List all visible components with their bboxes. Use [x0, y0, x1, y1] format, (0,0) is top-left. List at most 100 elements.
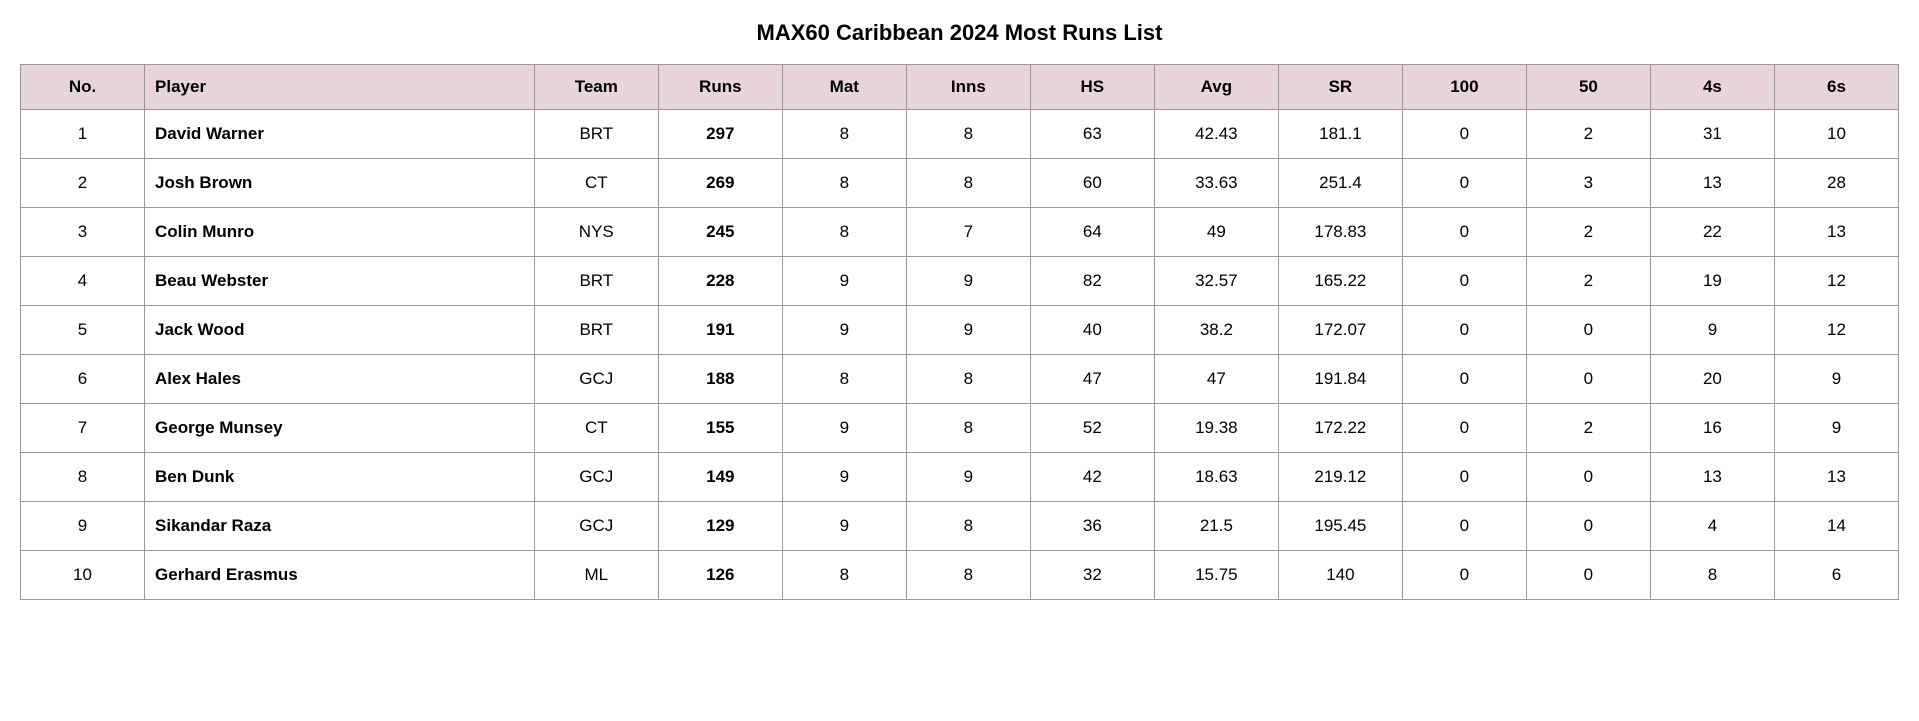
cell-sr: 195.45: [1278, 502, 1402, 551]
cell-c50: 0: [1526, 502, 1650, 551]
cell-inns: 9: [906, 453, 1030, 502]
header-mat: Mat: [782, 65, 906, 110]
cell-c50: 0: [1526, 551, 1650, 600]
cell-c100: 0: [1402, 110, 1526, 159]
header-inns: Inns: [906, 65, 1030, 110]
table-row: 9Sikandar RazaGCJ129983621.5195.4500414: [21, 502, 1899, 551]
cell-c100: 0: [1402, 159, 1526, 208]
header-player: Player: [145, 65, 535, 110]
cell-sr: 172.22: [1278, 404, 1402, 453]
cell-hs: 52: [1030, 404, 1154, 453]
header-4s: 4s: [1650, 65, 1774, 110]
table-row: 7George MunseyCT155985219.38172.2202169: [21, 404, 1899, 453]
cell-c50: 2: [1526, 208, 1650, 257]
cell-no: 5: [21, 306, 145, 355]
cell-player: Beau Webster: [145, 257, 535, 306]
cell-player: George Munsey: [145, 404, 535, 453]
cell-hs: 40: [1030, 306, 1154, 355]
cell-inns: 8: [906, 355, 1030, 404]
cell-team: GCJ: [534, 453, 658, 502]
cell-player: Jack Wood: [145, 306, 535, 355]
cell-fours: 13: [1650, 453, 1774, 502]
cell-sixes: 10: [1774, 110, 1898, 159]
cell-sixes: 28: [1774, 159, 1898, 208]
cell-c50: 0: [1526, 453, 1650, 502]
cell-sixes: 6: [1774, 551, 1898, 600]
cell-fours: 13: [1650, 159, 1774, 208]
page-container: MAX60 Caribbean 2024 Most Runs List No. …: [20, 20, 1899, 600]
cell-sixes: 9: [1774, 404, 1898, 453]
cell-runs: 188: [658, 355, 782, 404]
cell-player: Josh Brown: [145, 159, 535, 208]
cell-c100: 0: [1402, 551, 1526, 600]
header-100: 100: [1402, 65, 1526, 110]
cell-sr: 140: [1278, 551, 1402, 600]
cell-team: CT: [534, 404, 658, 453]
cell-mat: 9: [782, 502, 906, 551]
cell-team: NYS: [534, 208, 658, 257]
cell-sixes: 12: [1774, 257, 1898, 306]
cell-runs: 149: [658, 453, 782, 502]
cell-avg: 15.75: [1154, 551, 1278, 600]
cell-hs: 82: [1030, 257, 1154, 306]
cell-sixes: 13: [1774, 453, 1898, 502]
cell-team: GCJ: [534, 355, 658, 404]
cell-sr: 219.12: [1278, 453, 1402, 502]
cell-inns: 9: [906, 257, 1030, 306]
cell-hs: 42: [1030, 453, 1154, 502]
cell-avg: 21.5: [1154, 502, 1278, 551]
cell-hs: 64: [1030, 208, 1154, 257]
cell-team: CT: [534, 159, 658, 208]
cell-player: Colin Munro: [145, 208, 535, 257]
cell-runs: 269: [658, 159, 782, 208]
cell-fours: 20: [1650, 355, 1774, 404]
cell-mat: 8: [782, 159, 906, 208]
page-title: MAX60 Caribbean 2024 Most Runs List: [20, 20, 1899, 46]
table-header: No. Player Team Runs Mat Inns HS Avg SR …: [21, 65, 1899, 110]
cell-runs: 191: [658, 306, 782, 355]
table-row: 4Beau WebsterBRT228998232.57165.22021912: [21, 257, 1899, 306]
cell-mat: 8: [782, 110, 906, 159]
cell-c50: 0: [1526, 306, 1650, 355]
cell-mat: 8: [782, 208, 906, 257]
cell-runs: 297: [658, 110, 782, 159]
cell-no: 8: [21, 453, 145, 502]
cell-fours: 16: [1650, 404, 1774, 453]
cell-sixes: 13: [1774, 208, 1898, 257]
cell-player: Gerhard Erasmus: [145, 551, 535, 600]
cell-c50: 2: [1526, 404, 1650, 453]
cell-runs: 228: [658, 257, 782, 306]
cell-team: BRT: [534, 257, 658, 306]
cell-sr: 251.4: [1278, 159, 1402, 208]
cell-c50: 0: [1526, 355, 1650, 404]
cell-no: 3: [21, 208, 145, 257]
cell-sr: 165.22: [1278, 257, 1402, 306]
cell-no: 7: [21, 404, 145, 453]
cell-inns: 8: [906, 110, 1030, 159]
cell-c50: 3: [1526, 159, 1650, 208]
cell-no: 10: [21, 551, 145, 600]
cell-sixes: 14: [1774, 502, 1898, 551]
cell-player: Sikandar Raza: [145, 502, 535, 551]
cell-fours: 8: [1650, 551, 1774, 600]
cell-no: 9: [21, 502, 145, 551]
table-row: 10Gerhard ErasmusML126883215.751400086: [21, 551, 1899, 600]
cell-no: 1: [21, 110, 145, 159]
cell-inns: 7: [906, 208, 1030, 257]
cell-avg: 19.38: [1154, 404, 1278, 453]
cell-hs: 63: [1030, 110, 1154, 159]
table-row: 2Josh BrownCT269886033.63251.4031328: [21, 159, 1899, 208]
cell-c100: 0: [1402, 502, 1526, 551]
cell-sr: 178.83: [1278, 208, 1402, 257]
cell-sixes: 12: [1774, 306, 1898, 355]
cell-fours: 4: [1650, 502, 1774, 551]
cell-team: BRT: [534, 306, 658, 355]
cell-hs: 36: [1030, 502, 1154, 551]
cell-c100: 0: [1402, 257, 1526, 306]
cell-no: 6: [21, 355, 145, 404]
header-row: No. Player Team Runs Mat Inns HS Avg SR …: [21, 65, 1899, 110]
table-row: 3Colin MunroNYS245876449178.83022213: [21, 208, 1899, 257]
cell-runs: 245: [658, 208, 782, 257]
header-hs: HS: [1030, 65, 1154, 110]
header-team: Team: [534, 65, 658, 110]
